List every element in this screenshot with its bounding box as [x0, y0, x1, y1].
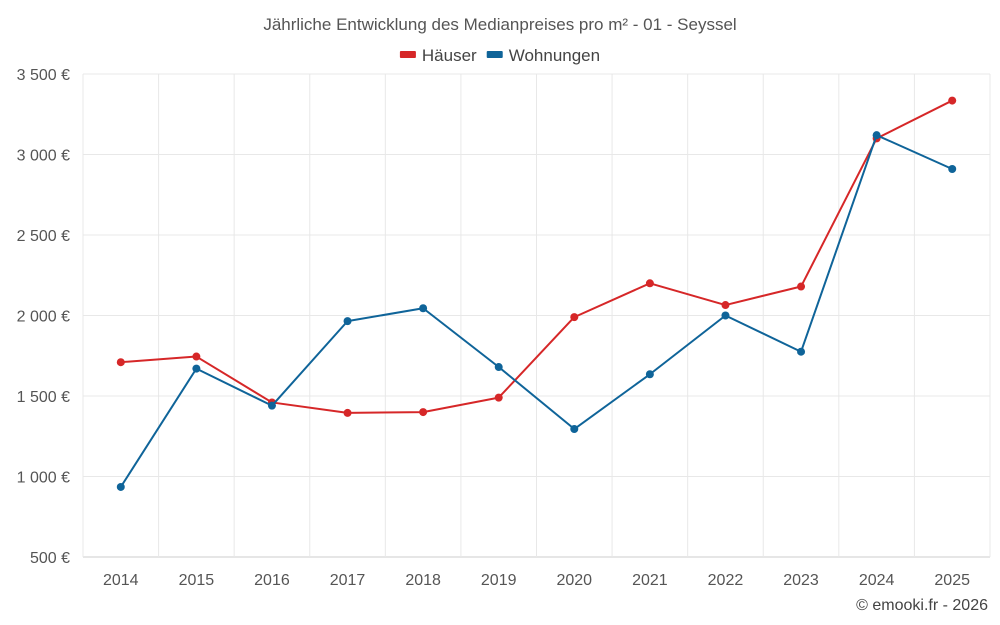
- legend-item: Häuser: [399, 46, 477, 65]
- data-point: [116, 482, 125, 491]
- y-tick-label: 2 000 €: [17, 309, 70, 326]
- data-point: [343, 408, 352, 417]
- y-tick-label: 1 000 €: [17, 470, 70, 487]
- series-lines: [116, 96, 957, 491]
- x-tick-label: 2017: [330, 572, 366, 589]
- credit-text: © emooki.fr - 2026: [856, 597, 988, 614]
- x-tick-label: 2025: [934, 572, 970, 589]
- series-line: [119, 134, 953, 488]
- x-axis-ticks: 2014 2015 2016 2017 2018 2019 2020 2021 2022 2023…: [103, 572, 970, 589]
- data-point: [570, 313, 579, 322]
- legend-swatch: [399, 51, 416, 58]
- data-point: [192, 352, 201, 361]
- x-tick-label: 2022: [708, 572, 744, 589]
- data-point: [570, 425, 579, 434]
- legend-label: Häuser: [422, 46, 477, 65]
- data-point: [116, 358, 125, 367]
- legend-label: Wohnungen: [509, 46, 600, 65]
- data-point: [267, 401, 276, 410]
- x-tick-label: 2019: [481, 572, 517, 589]
- legend-item: Wohnungen: [486, 46, 600, 65]
- y-tick-label: 500 €: [30, 550, 70, 567]
- data-point: [645, 279, 654, 288]
- x-tick-label: 2018: [405, 572, 441, 589]
- series-line: [120, 99, 953, 414]
- x-tick-label: 2023: [783, 572, 819, 589]
- data-point: [721, 311, 730, 320]
- data-point: [797, 282, 806, 291]
- x-tick-label: 2020: [556, 572, 592, 589]
- data-point: [872, 131, 881, 140]
- x-tick-label: 2014: [103, 572, 139, 589]
- y-tick-label: 1 500 €: [17, 389, 70, 406]
- data-point: [419, 408, 428, 417]
- x-tick-label: 2024: [859, 572, 895, 589]
- x-tick-label: 2016: [254, 572, 290, 589]
- data-point: [494, 393, 503, 402]
- data-point: [948, 164, 957, 173]
- y-axis-ticks: 500 € 1 000 € 1 500 € 2 000 € 2 500 € 3 000 €…: [17, 67, 70, 567]
- data-point: [721, 301, 730, 310]
- chart-title: Jährliche Entwicklung des Medianpreises …: [263, 15, 736, 34]
- y-tick-label: 3 500 €: [17, 67, 70, 84]
- x-tick-label: 2015: [179, 572, 215, 589]
- data-point: [494, 363, 503, 372]
- y-tick-label: 2 500 €: [17, 228, 70, 245]
- grid: [82, 73, 991, 558]
- legend-swatch: [486, 51, 503, 58]
- legend: Häuser Wohnungen: [399, 46, 600, 65]
- data-point: [797, 347, 806, 356]
- data-point: [192, 364, 201, 373]
- data-point: [948, 96, 957, 105]
- data-point: [645, 370, 654, 379]
- x-tick-label: 2021: [632, 572, 668, 589]
- data-point: [419, 304, 428, 313]
- y-tick-label: 3 000 €: [17, 148, 70, 165]
- series-Wohnungen: [116, 131, 957, 491]
- data-point: [343, 317, 352, 326]
